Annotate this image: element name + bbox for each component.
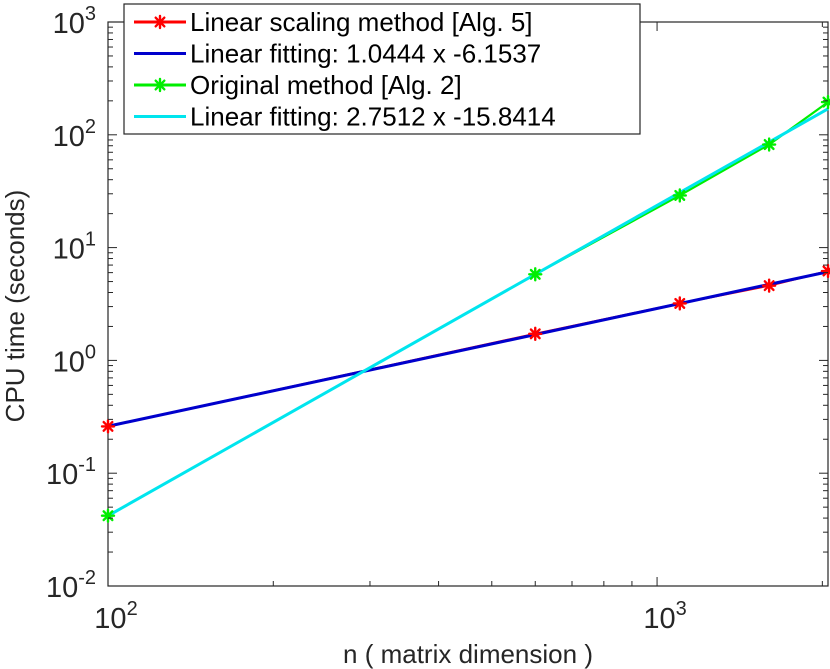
- legend-label: Linear scaling method [Alg. 5]: [190, 7, 533, 37]
- data-point: [100, 419, 116, 434]
- marker-stroke: [154, 16, 166, 28]
- data-point: [820, 263, 830, 279]
- marker-stroke: [674, 297, 686, 309]
- y-tick-label: 102: [53, 116, 96, 153]
- data-point: [672, 296, 687, 311]
- marker-stroke: [822, 98, 830, 108]
- x-axis-label: n ( matrix dimension ): [343, 639, 593, 669]
- data-point: [528, 326, 543, 342]
- y-tick-label: 10-1: [46, 454, 96, 491]
- y-tick-label: 10-2: [46, 567, 96, 604]
- marker-stroke: [154, 79, 166, 91]
- legend-marker: [152, 14, 168, 30]
- fit-line-3: [107, 107, 829, 518]
- marker-stroke: [529, 268, 541, 280]
- data-point: [820, 94, 830, 110]
- marker-stroke: [674, 189, 686, 201]
- fit-line-1: [107, 270, 829, 428]
- marker-stroke: [102, 510, 114, 522]
- y-tick-label: 103: [53, 3, 96, 40]
- x-axis: 102 103: [94, 22, 823, 635]
- y-tick-label: 101: [53, 229, 96, 266]
- marker-stroke: [102, 420, 114, 432]
- data-point: [761, 278, 777, 293]
- x-tick-label: 103: [643, 598, 686, 635]
- data-point: [761, 137, 777, 152]
- legend-marker: [152, 77, 168, 93]
- legend: Linear scaling method [Alg. 5]Linear fit…: [123, 3, 641, 135]
- legend-label: Linear fitting: 1.0444 x -6.1537: [190, 39, 541, 69]
- marker-stroke: [763, 280, 775, 292]
- y-axis: 10-2 10-1 100 101 102 103: [46, 3, 828, 604]
- marker-stroke: [529, 328, 541, 340]
- data-point: [672, 188, 687, 203]
- y-axis-label: CPU time (seconds): [0, 190, 30, 423]
- legend-box: [123, 3, 641, 135]
- x-tick-label: 102: [94, 598, 137, 635]
- data-point: [100, 508, 116, 523]
- legend-label: Linear fitting: 2.7512 x -15.8414: [190, 102, 556, 132]
- legend-label: Original method [Alg. 2]: [190, 70, 462, 100]
- data-point: [528, 267, 543, 282]
- y-tick-label: 100: [53, 341, 96, 378]
- marker-stroke: [822, 267, 830, 277]
- marker-stroke: [763, 139, 775, 151]
